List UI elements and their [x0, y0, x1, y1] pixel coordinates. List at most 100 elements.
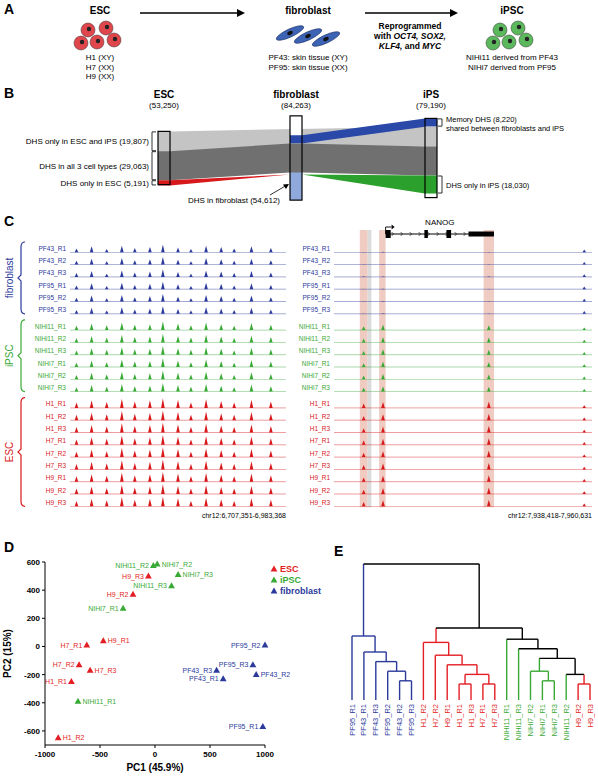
y-tick-label: 600	[27, 558, 41, 567]
cell-line-label: H9 (XX)	[86, 72, 115, 81]
y-tick-label: -200	[24, 671, 41, 680]
peak	[269, 426, 273, 432]
cell-nucleus	[105, 25, 109, 29]
peak	[133, 414, 137, 420]
dendro-branch	[478, 564, 479, 628]
peak	[204, 359, 208, 367]
peak	[381, 325, 385, 330]
track-label: H7_R3	[310, 462, 331, 470]
track-baseline	[334, 379, 592, 380]
peak	[487, 387, 491, 392]
peak	[250, 474, 254, 482]
peak	[176, 309, 180, 314]
peak	[105, 325, 109, 330]
peak	[250, 449, 254, 457]
column-count: (79,190)	[416, 101, 446, 110]
peak	[133, 337, 137, 342]
peak	[269, 438, 273, 444]
track-label: H9_R2	[46, 487, 67, 495]
peak	[189, 286, 193, 289]
peak	[219, 499, 223, 506]
peak	[582, 389, 586, 392]
dendro-branch	[464, 674, 465, 684]
reprogram-word: KLF4,	[379, 41, 405, 51]
peak	[204, 270, 208, 276]
peak	[582, 491, 586, 494]
group-brace	[18, 242, 25, 314]
reprogram-text: Reprogrammed	[379, 21, 442, 31]
peak	[90, 499, 94, 507]
peak	[362, 276, 366, 277]
x-tick	[45, 745, 46, 748]
arrow-head	[450, 9, 458, 17]
legend-marker	[271, 587, 278, 593]
peak	[120, 372, 124, 380]
peak	[487, 350, 491, 355]
peak	[269, 273, 273, 277]
peak	[269, 414, 273, 420]
dendro-branch	[574, 658, 575, 674]
cell	[511, 21, 525, 35]
peak	[219, 373, 223, 379]
y-tick	[42, 646, 45, 647]
peak	[232, 415, 236, 420]
peak	[75, 415, 79, 420]
peak	[232, 452, 236, 457]
legend-label: fibroblast	[280, 586, 321, 596]
peak	[250, 323, 254, 330]
peak	[75, 464, 79, 469]
peak	[381, 251, 385, 252]
peak	[105, 249, 109, 252]
dendro-branch	[539, 658, 540, 671]
dendro-branch	[363, 564, 364, 636]
peak	[75, 387, 79, 391]
peak	[381, 337, 385, 342]
peak	[120, 323, 124, 331]
peak	[487, 325, 491, 330]
peak	[133, 362, 137, 367]
peak	[362, 465, 366, 469]
peak	[189, 298, 193, 301]
peak	[381, 313, 385, 314]
track-label: PF95_R3	[303, 306, 331, 314]
panel-letter: C	[4, 213, 14, 229]
peak	[582, 340, 586, 343]
peak	[189, 362, 193, 367]
leaf-label: NIHi11_R3	[514, 704, 523, 740]
peak	[362, 490, 366, 494]
dendro-branch	[577, 684, 578, 700]
peak	[176, 284, 180, 289]
peak	[219, 386, 223, 392]
highlight	[360, 230, 368, 507]
legend-marker	[271, 565, 278, 571]
peak	[582, 311, 586, 314]
peak	[189, 489, 193, 494]
peak	[161, 371, 165, 380]
peak	[161, 447, 165, 457]
peak	[582, 364, 586, 367]
peak	[90, 373, 94, 379]
peak	[120, 283, 124, 289]
track-label: H7_R1	[310, 437, 331, 445]
peak	[362, 301, 366, 302]
peak	[487, 401, 491, 407]
leaf-label: H7_R1	[478, 704, 487, 727]
peak	[487, 500, 491, 506]
track-label: NIHi11_R2	[299, 335, 331, 343]
dendro-join	[364, 563, 480, 564]
peak	[204, 424, 208, 433]
track-label: NIHi11_R1	[299, 323, 331, 331]
peak	[232, 403, 236, 408]
peak	[204, 399, 208, 408]
peak	[250, 259, 254, 265]
column-title: fibroblast	[273, 89, 319, 100]
peak	[90, 259, 94, 265]
peak	[120, 270, 124, 276]
peak	[189, 274, 193, 277]
peak	[75, 285, 79, 289]
peak	[582, 274, 586, 277]
peak	[269, 325, 273, 330]
peak	[90, 336, 94, 342]
leaf-label: NIHi7_R1	[538, 704, 547, 737]
leaf-label: PF95_R2	[383, 704, 392, 736]
